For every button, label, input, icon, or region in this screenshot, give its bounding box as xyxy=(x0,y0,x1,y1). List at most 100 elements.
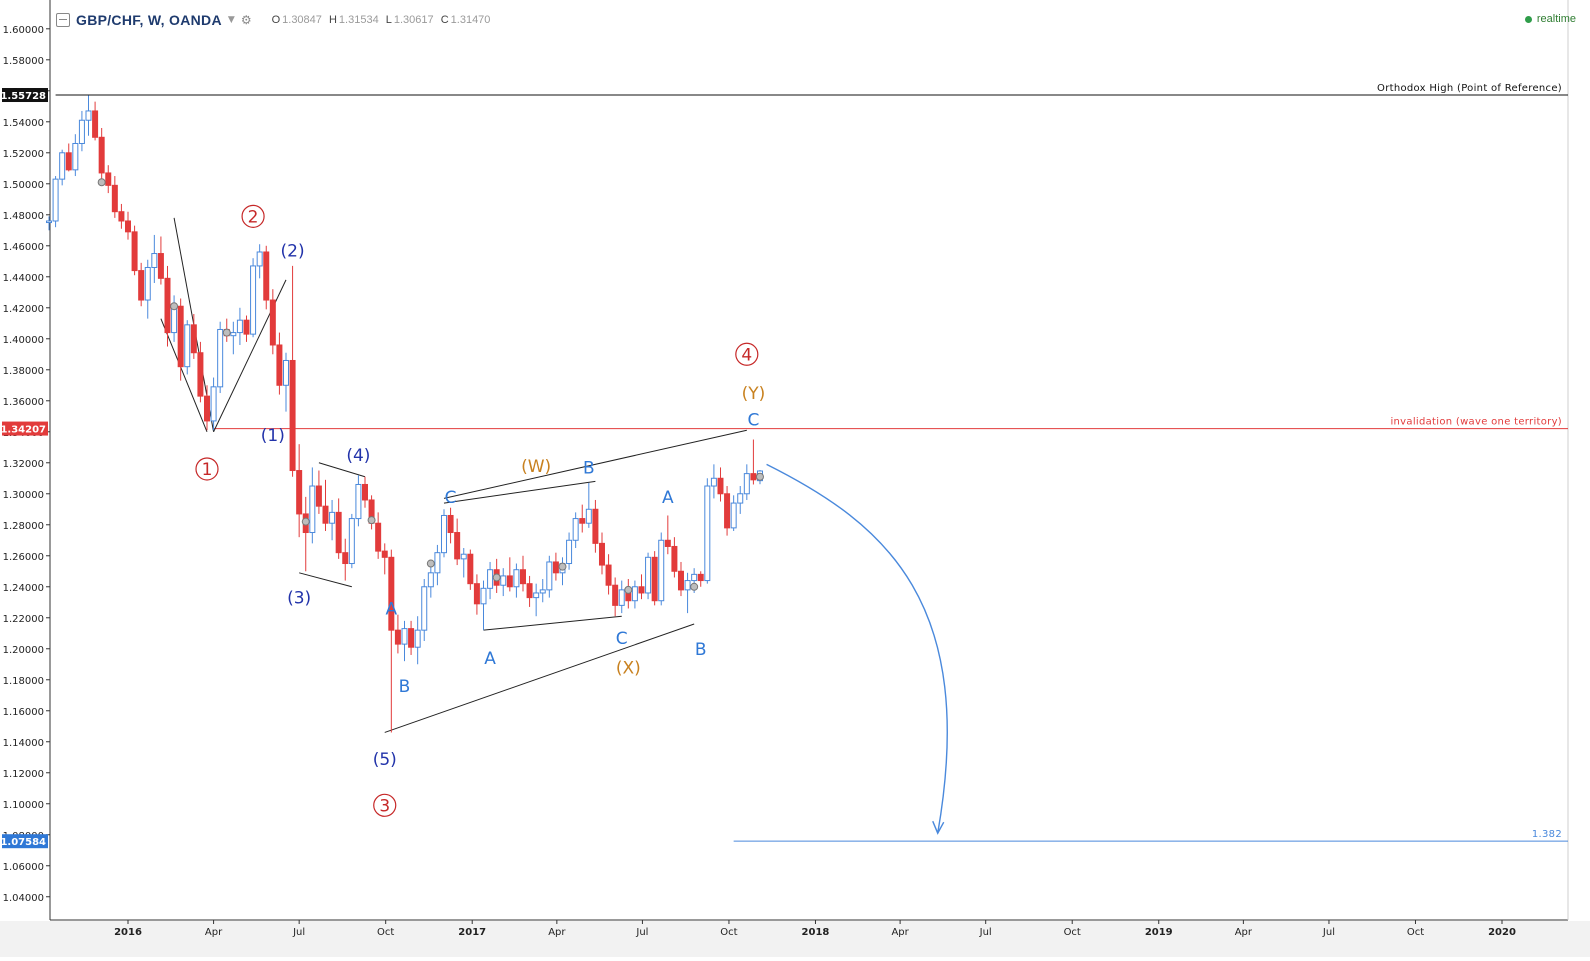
wave-label: B xyxy=(583,458,595,478)
collapse-icon[interactable] xyxy=(56,13,70,27)
realtime-label: realtime xyxy=(1536,13,1576,25)
candle-body xyxy=(138,270,145,301)
symbol-label[interactable]: GBP/CHF, W, OANDA xyxy=(76,12,222,28)
reference-line-label: 1.382 xyxy=(1532,829,1562,840)
candle-body xyxy=(210,386,217,422)
y-tick-label: 1.28000 xyxy=(3,521,44,532)
candle-body xyxy=(125,220,131,233)
open-label: O xyxy=(271,14,281,26)
chevron-down-icon[interactable]: ▼ xyxy=(227,15,235,25)
candle-body xyxy=(263,251,270,301)
event-marker-icon xyxy=(222,328,231,337)
candle-body xyxy=(118,211,125,222)
candle-body xyxy=(737,493,744,504)
candle-body xyxy=(717,477,724,495)
y-tick-label: 1.36000 xyxy=(3,397,44,408)
candle-body xyxy=(105,172,112,186)
close-label: C xyxy=(440,14,449,26)
candle-body xyxy=(500,575,507,586)
candle-body xyxy=(361,483,368,501)
event-marker-icon xyxy=(624,585,633,594)
candle-body xyxy=(348,518,355,565)
price-badge-label: 1.34207 xyxy=(0,425,46,436)
trendline xyxy=(299,572,352,588)
y-tick-label: 1.24000 xyxy=(3,583,44,594)
y-tick-label: 1.14000 xyxy=(3,738,44,749)
candle-body xyxy=(217,328,224,388)
y-tick-label: 1.44000 xyxy=(3,273,44,284)
y-tick-label: 1.32000 xyxy=(3,459,44,470)
wave-label-circle xyxy=(241,204,265,228)
y-tick-label: 1.38000 xyxy=(3,366,44,377)
event-marker-icon xyxy=(367,516,376,525)
y-tick-label: 1.54000 xyxy=(3,118,44,129)
candle-body xyxy=(631,586,638,602)
x-tick-label: Apr xyxy=(1235,927,1253,938)
wave-label: A xyxy=(662,488,674,508)
candle-body xyxy=(282,359,289,386)
candle-body xyxy=(78,119,85,144)
wave-label: 4 xyxy=(741,345,752,365)
candle-body xyxy=(697,573,704,582)
y-tick-label: 1.40000 xyxy=(3,335,44,346)
candle-body xyxy=(315,485,322,507)
reference-line-label: invalidation (wave one territory) xyxy=(1390,417,1562,428)
arrowhead-icon xyxy=(932,820,945,835)
candle-body xyxy=(381,550,388,558)
candle-body xyxy=(342,552,349,565)
y-tick-label: 1.18000 xyxy=(3,676,44,687)
y-tick-label: 1.48000 xyxy=(3,211,44,222)
x-tick-label: Apr xyxy=(891,927,909,938)
candle-body xyxy=(434,552,441,574)
x-tick-label: 2019 xyxy=(1145,927,1173,938)
candle-body xyxy=(250,265,257,335)
price-badge xyxy=(2,421,48,436)
event-marker-icon xyxy=(690,582,699,591)
y-tick-label: 1.22000 xyxy=(3,614,44,625)
y-tick-label: 1.42000 xyxy=(3,304,44,315)
candle-body xyxy=(414,629,421,648)
wave-label: A xyxy=(484,649,496,669)
y-tick-label: 1.46000 xyxy=(3,242,44,253)
candle-body xyxy=(651,556,658,602)
wave-label-circle xyxy=(735,342,759,366)
x-tick-label: Oct xyxy=(1064,927,1081,938)
x-tick-label: Jul xyxy=(979,927,992,938)
candle-body xyxy=(579,518,586,524)
candle-body xyxy=(203,395,210,422)
candle-body xyxy=(322,505,329,524)
wave-label: (Y) xyxy=(742,384,766,404)
candle-body xyxy=(447,514,454,534)
x-tick-label: Jul xyxy=(292,927,305,938)
plot-area xyxy=(50,0,1568,920)
candle-body xyxy=(612,584,619,606)
candle-body xyxy=(177,305,184,368)
y-tick-label: 1.58000 xyxy=(3,56,44,67)
ohlc-readout: O 1.30847 H 1.31534 L 1.30617 C 1.31470 xyxy=(272,14,495,26)
candle-body xyxy=(684,580,691,591)
y-tick-label: 1.30000 xyxy=(3,490,44,501)
candle-body xyxy=(704,485,711,582)
candle-body xyxy=(638,586,645,594)
candle-body xyxy=(473,583,480,605)
candle-body xyxy=(111,184,118,213)
wave-label: (3) xyxy=(287,589,311,609)
open-value: 1.30847 xyxy=(282,14,322,26)
x-tick-label: Jul xyxy=(635,927,648,938)
trendline xyxy=(483,615,622,631)
x-tick-label: Oct xyxy=(377,927,394,938)
candle-body xyxy=(131,231,138,272)
candle-body xyxy=(243,319,250,335)
y-tick-label: 1.52000 xyxy=(3,149,44,160)
candle-body xyxy=(724,493,731,529)
wave-label: C xyxy=(445,488,457,508)
candle-body xyxy=(289,359,296,472)
trendline xyxy=(160,318,208,432)
y-tick-label: 1.50000 xyxy=(3,180,44,191)
y-tick-label: 1.26000 xyxy=(3,552,44,563)
candle-body xyxy=(92,110,99,138)
gear-icon[interactable]: ⚙ xyxy=(240,13,252,27)
x-tick-label: Oct xyxy=(1407,927,1424,938)
